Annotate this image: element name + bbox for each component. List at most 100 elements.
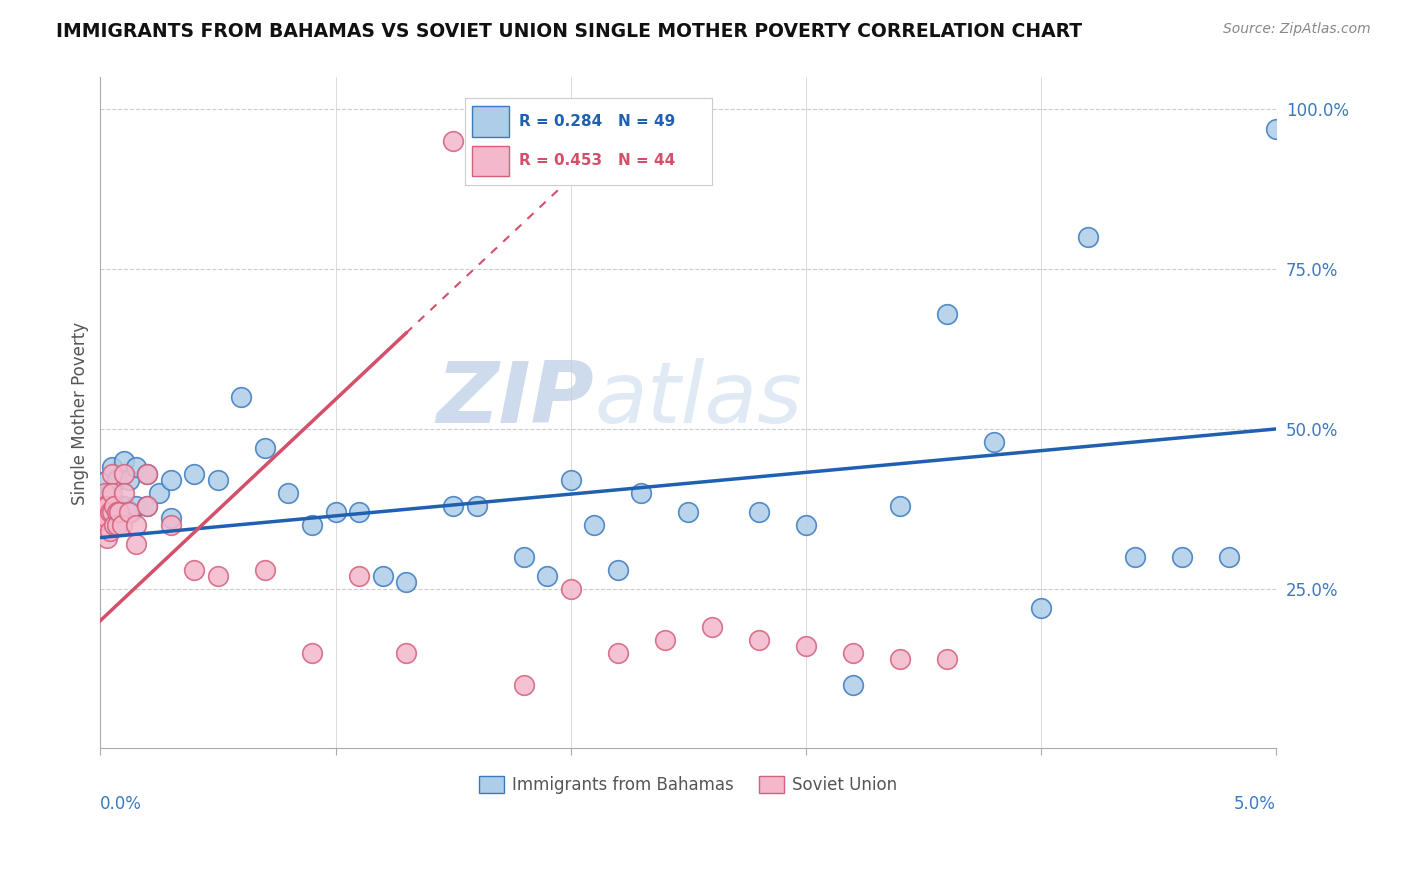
Point [183,467,205,481]
Point [101,460,124,475]
Point [207,473,229,487]
Point [395,646,418,660]
Point [94,517,117,532]
Point [700,620,723,634]
Point [560,582,582,596]
Point [441,134,464,148]
Point [630,486,652,500]
Point [842,677,865,691]
Point [124,499,146,513]
Point [91,505,114,519]
Point [748,505,770,519]
Y-axis label: Single Mother Poverty: Single Mother Poverty [72,321,89,505]
Point [136,499,159,513]
Point [676,505,699,519]
Point [325,505,347,519]
Point [120,505,142,519]
Point [1029,600,1052,615]
Point [117,473,139,487]
Point [110,517,132,532]
Point [253,441,276,455]
Point [1265,121,1288,136]
Point [1077,230,1099,244]
Point [117,505,139,519]
Point [112,499,135,513]
Point [842,646,865,660]
Point [606,646,628,660]
Point [94,499,117,513]
Point [512,549,534,564]
Point [98,524,121,539]
Point [1123,549,1146,564]
Point [794,639,817,653]
Text: ZIP: ZIP [436,358,595,441]
Point [103,499,125,513]
Point [124,537,146,551]
Point [108,499,131,513]
Point [935,652,957,666]
Point [96,511,118,525]
Legend: Immigrants from Bahamas, Soviet Union: Immigrants from Bahamas, Soviet Union [472,769,904,800]
Point [148,486,170,500]
Point [101,486,124,500]
Point [136,499,159,513]
Point [136,467,159,481]
Point [371,569,394,583]
Text: 5.0%: 5.0% [1234,796,1277,814]
Point [748,632,770,647]
Point [301,646,323,660]
Point [96,473,118,487]
Point [103,499,125,513]
Point [654,632,676,647]
Point [560,473,582,487]
Point [101,505,124,519]
Point [441,499,464,513]
Point [96,499,118,513]
Point [512,677,534,691]
Point [183,562,205,576]
Point [96,531,118,545]
Point [136,467,159,481]
Point [91,517,114,532]
Point [536,569,558,583]
Point [124,517,146,532]
Point [395,575,418,590]
Point [277,486,299,500]
Point [347,569,370,583]
Point [160,517,183,532]
Point [94,505,117,519]
Point [253,562,276,576]
Text: atlas: atlas [595,358,803,441]
Point [112,454,135,468]
Point [160,473,183,487]
Point [160,511,183,525]
Point [98,486,121,500]
Point [124,460,146,475]
Point [347,505,370,519]
Point [935,307,957,321]
Point [112,486,135,500]
Text: IMMIGRANTS FROM BAHAMAS VS SOVIET UNION SINGLE MOTHER POVERTY CORRELATION CHART: IMMIGRANTS FROM BAHAMAS VS SOVIET UNION … [56,22,1083,41]
Point [583,517,606,532]
Point [105,473,128,487]
Point [98,505,121,519]
Point [108,505,131,519]
Point [1218,549,1240,564]
Point [606,562,628,576]
Point [207,569,229,583]
Point [101,467,124,481]
Point [794,517,817,532]
Point [465,499,488,513]
Point [105,505,128,519]
Point [983,434,1005,449]
Text: 0.0%: 0.0% [100,796,142,814]
Point [889,652,911,666]
Point [301,517,323,532]
Point [231,390,253,404]
Point [889,499,911,513]
Point [112,467,135,481]
Point [103,517,125,532]
Text: Source: ZipAtlas.com: Source: ZipAtlas.com [1223,22,1371,37]
Point [1171,549,1194,564]
Point [105,517,128,532]
